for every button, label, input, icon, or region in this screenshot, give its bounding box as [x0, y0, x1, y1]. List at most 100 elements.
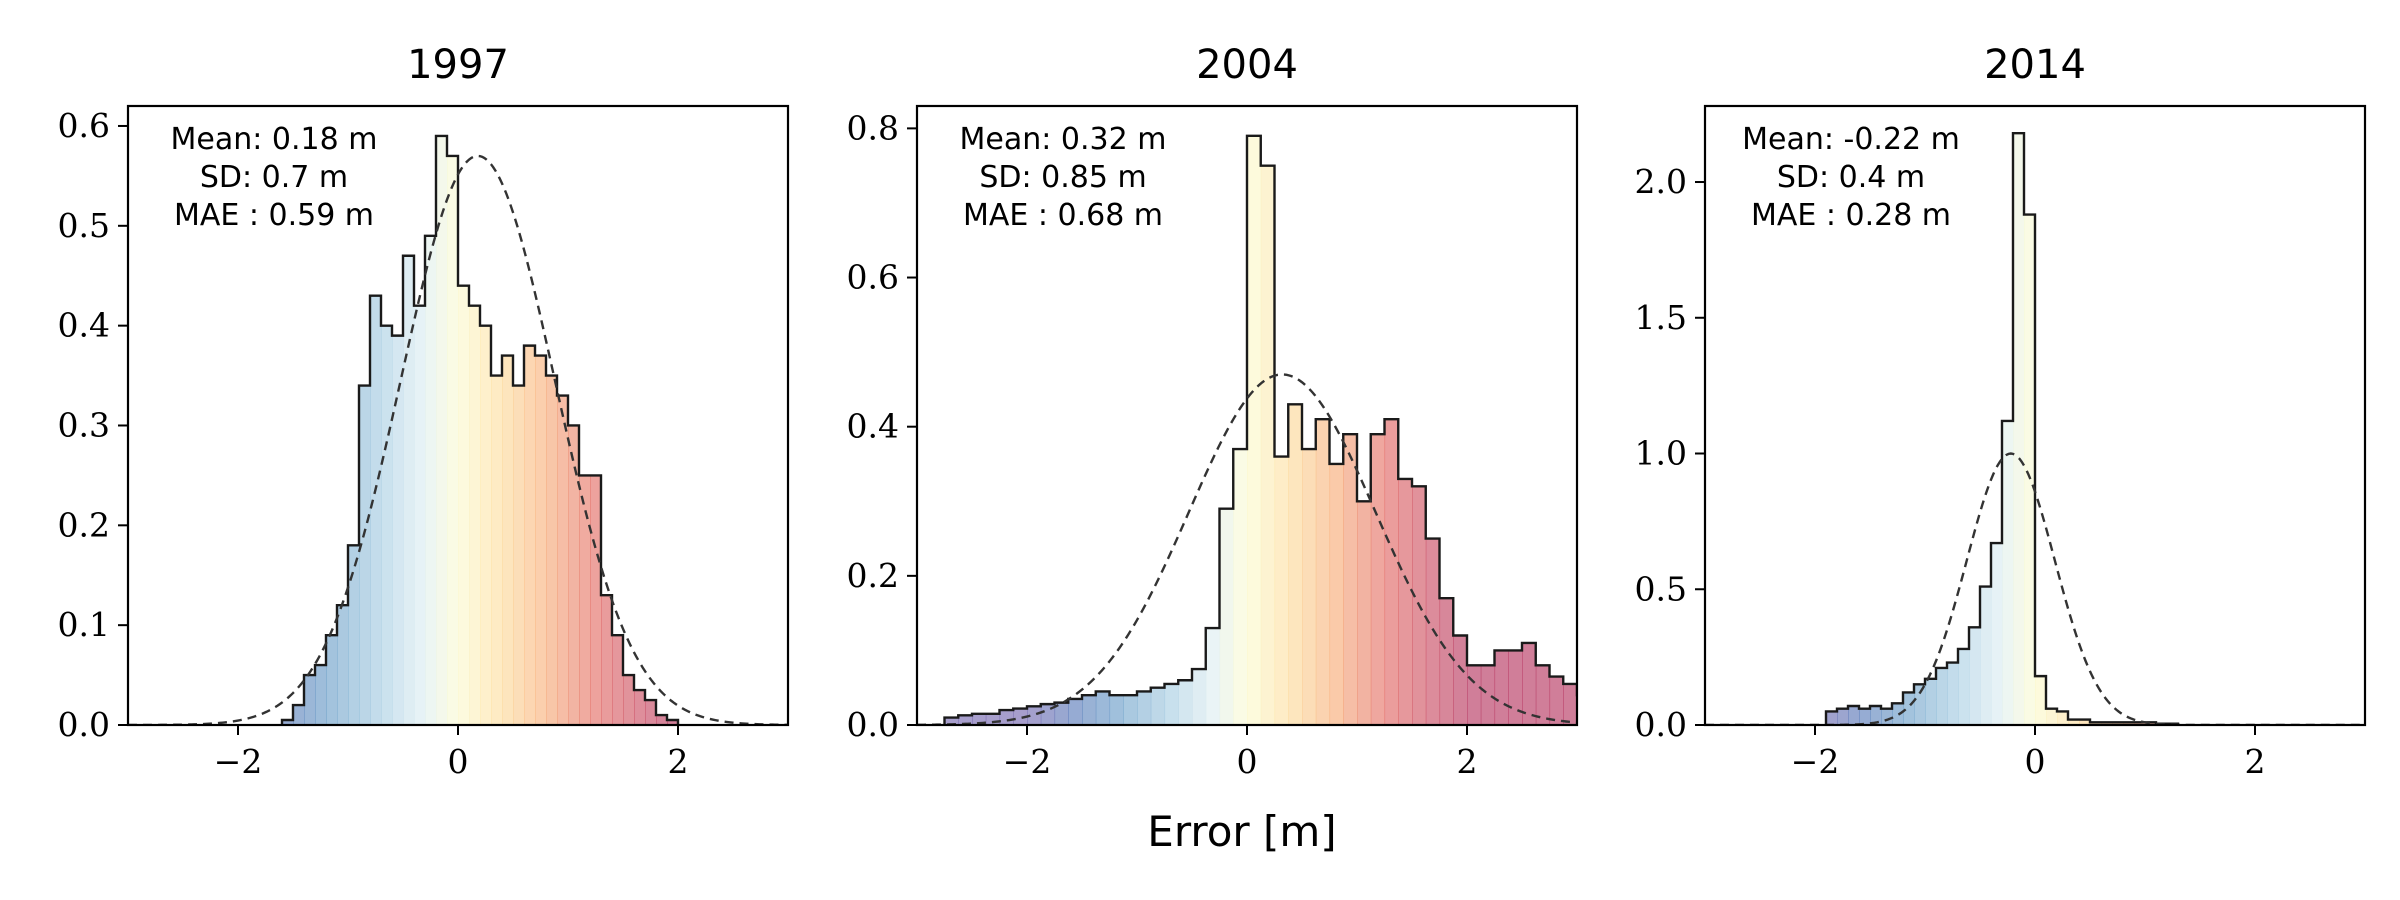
histogram-bar — [469, 305, 481, 725]
histogram-bar — [1591, 695, 1605, 725]
y-tick-label: 0.5 — [1635, 569, 1687, 608]
x-tick-label: 2 — [1457, 742, 1478, 781]
histogram-bar — [1205, 628, 1221, 725]
histogram-bar — [1164, 683, 1179, 725]
histogram-outline — [280, 134, 680, 725]
stats-annotation: MAE : 0.68 m — [963, 198, 1163, 233]
histogram-bar — [1969, 627, 1981, 725]
histogram-bar — [1123, 695, 1138, 725]
y-tick-label: 0.6 — [58, 106, 110, 145]
histogram-bar — [326, 635, 338, 725]
histogram-bar — [414, 305, 426, 725]
x-tick-label: −2 — [1003, 742, 1052, 781]
histogram-bar — [2002, 420, 2014, 725]
y-tick-label: 0.6 — [847, 258, 899, 297]
histogram-bar — [601, 595, 613, 725]
histogram-bar — [359, 385, 371, 725]
histogram-bar — [2024, 214, 2036, 725]
histogram-outline — [943, 134, 1577, 725]
histogram-bar — [579, 475, 591, 725]
histogram-bar — [612, 635, 624, 725]
y-tick-label: 0.2 — [847, 556, 899, 595]
histogram-bar — [348, 545, 360, 725]
histogram-bar — [1233, 449, 1248, 725]
histogram-bar — [1549, 676, 1564, 725]
histogram-bar — [2112, 722, 2124, 725]
histogram-bar — [1357, 501, 1372, 725]
panel-2014: −2 0 2 0.0 0.5 1.0 1.5 2.0 2014 Mean: -0.22 mSD: … — [1635, 42, 2367, 781]
plot-area — [917, 134, 1632, 725]
stats-annotation: SD: 0.4 m — [1777, 160, 1925, 195]
histogram-bar — [1508, 650, 1523, 725]
histogram-bar — [1914, 684, 1926, 725]
y-tick-label: 2.0 — [1635, 162, 1687, 201]
histogram-bar — [2123, 722, 2135, 725]
histogram-bar — [1563, 683, 1577, 725]
histogram-bar — [2068, 719, 2080, 725]
y-tick-label: 0.5 — [58, 206, 110, 245]
histogram-outline — [1824, 131, 2180, 725]
histogram-bar — [1425, 538, 1441, 725]
histogram-bar — [1605, 695, 1619, 725]
histogram-bar — [1453, 635, 1468, 725]
histogram-bar — [1892, 703, 1904, 725]
histogram-bar — [1027, 706, 1042, 725]
x-tick-label: 2 — [2245, 742, 2266, 781]
histogram-bar — [1260, 165, 1276, 725]
histogram-bar — [2079, 719, 2091, 725]
panel-1997: −2 0 2 0.0 0.1 0.2 0.3 0.4 0.5 0.6 1997 Mean: 0.18 … — [58, 42, 790, 781]
histogram-bar — [458, 285, 470, 725]
histogram-bar — [1494, 650, 1509, 725]
histogram-bar — [1577, 695, 1591, 725]
x-tick-label: −2 — [1791, 742, 1840, 781]
histogram-bar — [1247, 135, 1262, 725]
fitted-normal-curve — [128, 154, 788, 725]
stats-annotation: SD: 0.7 m — [200, 160, 348, 195]
histogram-bar — [645, 700, 657, 725]
histogram-bar — [1219, 508, 1234, 725]
histogram-bar — [315, 665, 327, 725]
histogram-bar — [1991, 543, 2003, 725]
stats-annotation: SD: 0.85 m — [979, 160, 1146, 195]
histogram-bar — [1013, 708, 1028, 725]
histogram-bar — [2090, 722, 2102, 725]
histogram-bar — [2134, 722, 2146, 725]
x-tick-label: 2 — [668, 742, 689, 781]
y-tick-label: 0.0 — [847, 705, 899, 744]
histogram-bar — [1848, 705, 1860, 725]
histogram-bar — [535, 355, 547, 725]
y-tick-label: 1.0 — [1635, 434, 1687, 473]
histogram-bar — [2057, 711, 2069, 725]
histogram-bar — [436, 135, 448, 725]
shared-x-axis-label: Error [m] — [1147, 807, 1336, 856]
histogram-bar — [1870, 705, 1882, 725]
histogram-bar — [958, 715, 973, 725]
histogram-bar — [1370, 434, 1386, 725]
histogram-bar — [1618, 714, 1632, 725]
histogram-bar — [502, 355, 514, 725]
histogram-bar — [557, 395, 569, 725]
histogram-bar — [667, 720, 679, 725]
histogram-bar — [1054, 702, 1069, 725]
x-tick-label: 0 — [448, 742, 469, 781]
histogram-bar — [1925, 678, 1937, 725]
histogram-bar — [1178, 680, 1193, 725]
histogram-bar — [972, 713, 987, 725]
panel-title: 2004 — [1196, 42, 1298, 88]
histogram-bar — [425, 235, 437, 725]
histogram-bar — [1150, 687, 1166, 725]
histogram-bar — [1095, 691, 1111, 725]
histogram-bar — [1068, 698, 1083, 725]
panel-2004: −2 0 2 0.0 0.2 0.4 0.6 0.8 2004 Mean: 0.32 mSD: 0… — [847, 42, 1632, 781]
histogram-bar — [2145, 722, 2157, 725]
histogram-bar — [1467, 665, 1482, 725]
x-tick-label: −2 — [214, 742, 263, 781]
y-tick-label: 0.4 — [847, 407, 899, 446]
histogram-bar — [403, 255, 415, 725]
plot-area — [1705, 131, 2365, 725]
y-tick-label: 0.4 — [58, 306, 110, 345]
y-tick-label: 1.5 — [1635, 298, 1687, 337]
histogram-bar — [2013, 133, 2025, 725]
stats-annotation: Mean: 0.32 m — [960, 122, 1167, 157]
histogram-bar — [1826, 711, 1838, 725]
